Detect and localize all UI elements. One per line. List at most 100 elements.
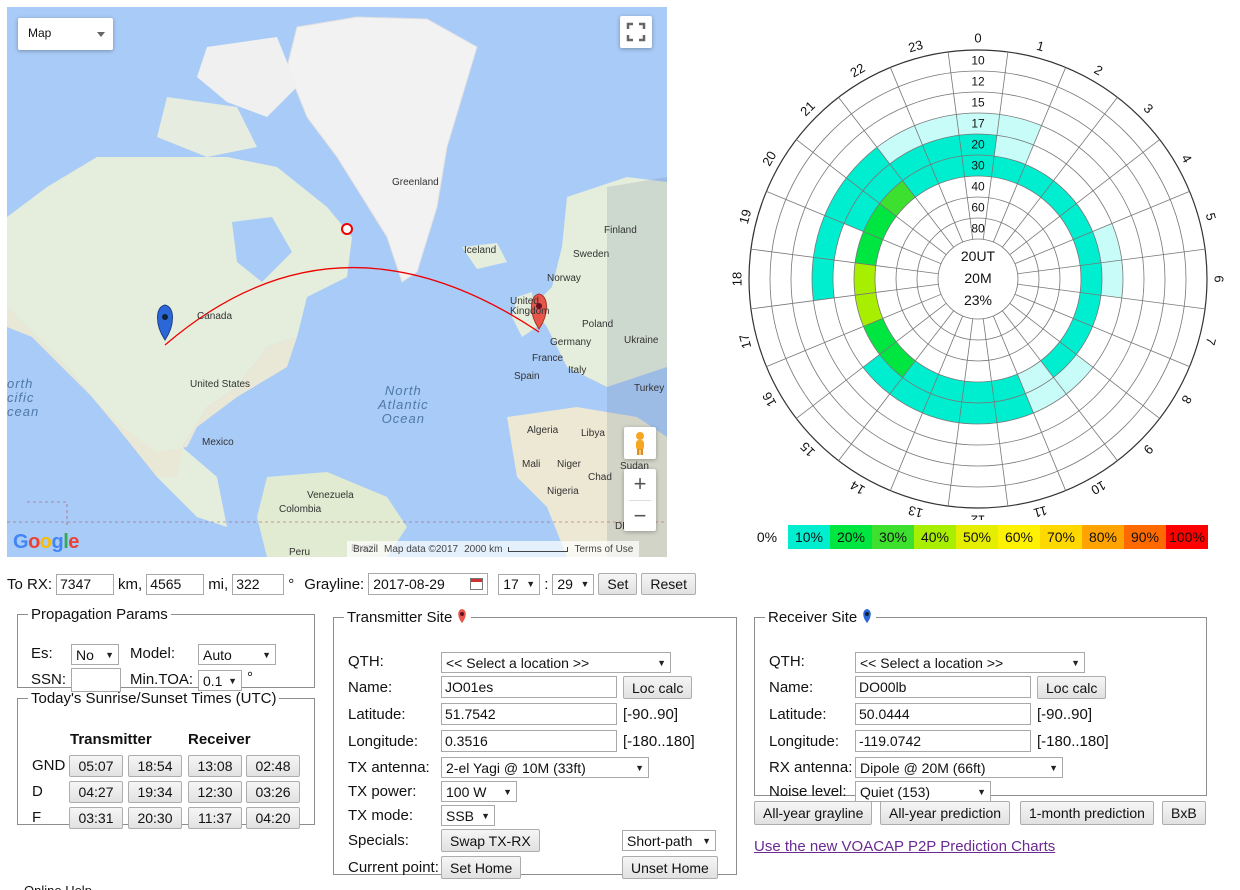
tx-qth-select[interactable]: << Select a location >> ▼ [441, 652, 671, 673]
polar-spoke [982, 51, 1009, 240]
mi-field[interactable] [146, 573, 205, 595]
rx-lat-field[interactable] [855, 703, 1031, 725]
tx-power-select[interactable]: 100 W ▼ [441, 781, 517, 802]
sun-time-button[interactable]: 20:30 [128, 807, 182, 829]
sun-time-button[interactable]: 11:37 [188, 807, 242, 829]
cell-30-9 [1040, 341, 1077, 378]
hour-label: 9 [1141, 442, 1157, 458]
polar-spoke [889, 315, 964, 491]
sun-time-button[interactable]: 03:26 [246, 781, 300, 803]
legend-item-0: 0% [746, 525, 788, 549]
sun-time-button[interactable]: 03:31 [69, 807, 123, 829]
attr-map-data[interactable]: Map data ©2017 [384, 543, 459, 555]
tx-specials-label: Specials: [348, 832, 409, 849]
all-year-prediction-button[interactable]: All-year prediction [880, 801, 1011, 825]
bxb-button[interactable]: BxB [1162, 801, 1206, 825]
to-rx-label: To RX: [7, 575, 53, 593]
rx-antenna-select[interactable]: Dipole @ 20M (66ft) ▼ [855, 757, 1063, 778]
legend-item-1: 10% [788, 525, 830, 549]
rx-lon-field[interactable] [855, 730, 1031, 752]
hour-label: 7 [1203, 336, 1219, 347]
freq-label: 10 [971, 54, 985, 68]
sun-time-button[interactable]: 12:30 [188, 781, 242, 803]
noise-level-select[interactable]: Quiet (153) ▼ [855, 781, 991, 802]
grayline-date-field[interactable]: 2017-08-29 [368, 573, 489, 595]
polar-spoke [1009, 139, 1160, 255]
scale-bar [508, 546, 569, 552]
map-canvas [7, 16, 667, 557]
map-type-select[interactable]: Map [18, 18, 113, 50]
sun-time-button[interactable]: 19:34 [128, 781, 182, 803]
polar-spoke [1009, 303, 1160, 419]
polar-spoke [796, 303, 947, 419]
sun-time-button[interactable]: 13:08 [188, 755, 242, 777]
calendar-icon[interactable] [470, 578, 484, 590]
chevron-down-icon: ▼ [1071, 657, 1080, 668]
receiver-site-legend: Receiver Site [765, 608, 876, 626]
sun-time-button[interactable]: 02:48 [246, 755, 300, 777]
street-view-button[interactable] [624, 427, 656, 459]
fullscreen-button[interactable] [620, 16, 652, 48]
km-field[interactable] [56, 573, 115, 595]
cell-30-16 [863, 318, 897, 355]
ssn-field[interactable] [71, 668, 121, 692]
propagation-params-panel: Propagation Params Es: No ▼ Model: Auto ▼ … [17, 606, 315, 692]
noise-level-label: Noise level: [769, 783, 847, 800]
tx-antenna-select[interactable]: 2-el Yagi @ 10M (33ft) ▼ [441, 757, 649, 778]
transmitter-site-panel: Transmitter Site QTH: << Select a locati… [333, 608, 737, 879]
minute-select[interactable]: 29 ▼ [552, 573, 595, 595]
set-home-button[interactable]: Set Home [441, 856, 522, 879]
tx-loc-calc-button[interactable]: Loc calc [623, 676, 693, 699]
map-view[interactable]: Greenland Canada United States Mexico Ic… [7, 7, 667, 557]
hour-label: 6 [1212, 275, 1227, 282]
unset-home-button[interactable]: Unset Home [622, 856, 718, 879]
reset-button[interactable]: Reset [641, 573, 696, 595]
model-select[interactable]: Auto ▼ [198, 644, 276, 665]
rx-name-field[interactable] [855, 676, 1031, 698]
sun-time-button[interactable]: 18:54 [128, 755, 182, 777]
cell-20-10 [1025, 377, 1067, 413]
sun-time-button[interactable]: 04:27 [69, 781, 123, 803]
grayline-date-value: 2017-08-29 [373, 576, 445, 592]
zoom-in-button[interactable]: + [633, 471, 647, 496]
hour-select[interactable]: 17 ▼ [498, 573, 541, 595]
tx-lon-field[interactable] [441, 730, 617, 752]
label-libya: Libya [581, 428, 605, 439]
zoom-out-button[interactable]: − [633, 503, 647, 528]
cell-20-12 [959, 401, 997, 424]
polar-spoke [982, 318, 1009, 507]
label-mali: Mali [522, 459, 541, 470]
legend-item-10: 100% [1166, 525, 1208, 549]
es-value: No [76, 646, 94, 663]
polar-spoke [1017, 283, 1206, 310]
tx-mode-select[interactable]: SSB ▼ [441, 805, 495, 826]
es-select[interactable]: No ▼ [71, 644, 119, 665]
tx-antenna-label: TX antenna: [348, 759, 430, 776]
one-month-prediction-button[interactable]: 1-month prediction [1020, 801, 1154, 825]
polar-spoke [1017, 248, 1206, 275]
sun-row-label: D [32, 783, 43, 800]
sun-time-button[interactable]: 05:07 [69, 755, 123, 777]
online-help-link[interactable]: Online Help [24, 883, 92, 890]
transmitter-header: Transmitter [70, 731, 152, 748]
all-year-grayline-button[interactable]: All-year grayline [754, 801, 873, 825]
hour-label: 5 [1203, 211, 1219, 222]
rx-loc-calc-button[interactable]: Loc calc [1037, 676, 1107, 699]
path-select[interactable]: Short-path ▼ [622, 830, 716, 851]
set-button[interactable]: Set [598, 573, 638, 595]
rx-qth-select[interactable]: << Select a location >> ▼ [855, 652, 1085, 673]
polar-spoke [750, 248, 939, 275]
cell-30-10 [1017, 360, 1054, 394]
sun-time-button[interactable]: 04:20 [246, 807, 300, 829]
polar-spoke [889, 67, 964, 243]
label-sudan: Sudan [620, 461, 649, 472]
bearing-field[interactable] [232, 573, 285, 595]
voacap-p2p-link[interactable]: Use the new VOACAP P2P Prediction Charts [754, 838, 1056, 855]
tx-lat-field[interactable] [441, 703, 617, 725]
swap-tx-rx-button[interactable]: Swap TX-RX [441, 829, 540, 852]
cell-30-22 [902, 164, 939, 198]
center-label: 20UT [961, 248, 996, 264]
mintoa-select[interactable]: 0.1 ▼ [198, 670, 242, 691]
terms-of-use-link[interactable]: Terms of Use [574, 543, 634, 555]
tx-name-field[interactable] [441, 676, 617, 698]
